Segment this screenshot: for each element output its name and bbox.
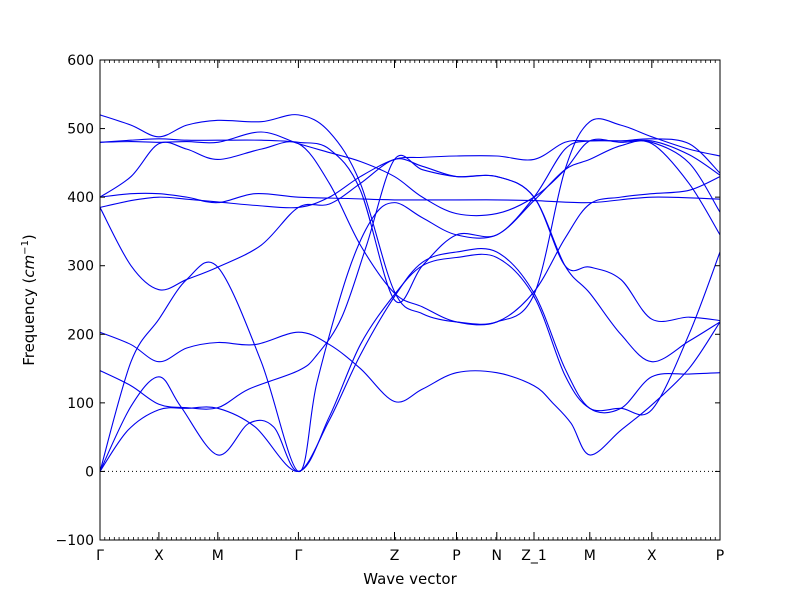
y-tick-label: 600: [67, 53, 94, 69]
x-tick-label: P: [452, 548, 460, 564]
band-line-11: [99, 138, 721, 304]
y-tick-label: 400: [67, 190, 94, 206]
y-tick-label: 0: [85, 464, 94, 480]
x-tick-label: M: [584, 548, 596, 564]
plot-frame: [99, 59, 721, 541]
x-tick-label: Γ: [294, 548, 302, 564]
x-tick-label: X: [647, 548, 657, 564]
series-group: [99, 114, 721, 472]
band-line-5: [99, 321, 721, 456]
plot-background: [100, 60, 720, 540]
y-axis-label: Frequency (cm−1): [20, 234, 38, 366]
band-line-8: [99, 141, 721, 326]
x-tick-label: M: [212, 548, 224, 564]
band-line-2: [99, 251, 721, 472]
x-axis-label: Wave vector: [363, 570, 457, 588]
y-axis-ticks: −100 0 100 200 300 400 500 600: [56, 53, 720, 549]
x-tick-label: Z_1: [521, 548, 547, 564]
y-tick-label: 200: [67, 327, 94, 343]
band-line-10: [99, 114, 721, 325]
band-line-1: [99, 247, 721, 472]
y-axis-label-unit: cm: [20, 255, 38, 278]
band-line-7: [99, 192, 721, 204]
y-tick-label: 500: [67, 122, 94, 138]
y-tick-label: 300: [67, 259, 94, 275]
x-tick-label: Γ: [96, 548, 104, 564]
y-axis-label-exponent: −1: [20, 240, 31, 255]
y-tick-label: 100: [67, 396, 94, 412]
band-line-12: [99, 131, 721, 217]
x-tick-label: X: [154, 548, 164, 564]
y-axis-label-prefix: Frequency (: [20, 278, 38, 366]
x-tick-label: N: [492, 548, 502, 564]
band-line-3: [99, 140, 721, 472]
y-tick-label: −100: [56, 533, 94, 549]
band-line-6: [99, 158, 721, 363]
x-tick-label: P: [716, 548, 724, 564]
y-axis-label-suffix: ): [20, 234, 38, 240]
x-axis-ticks: Γ X M Γ Z P N Z_1 M X P: [96, 60, 724, 564]
x-tick-label: Z: [390, 548, 400, 564]
